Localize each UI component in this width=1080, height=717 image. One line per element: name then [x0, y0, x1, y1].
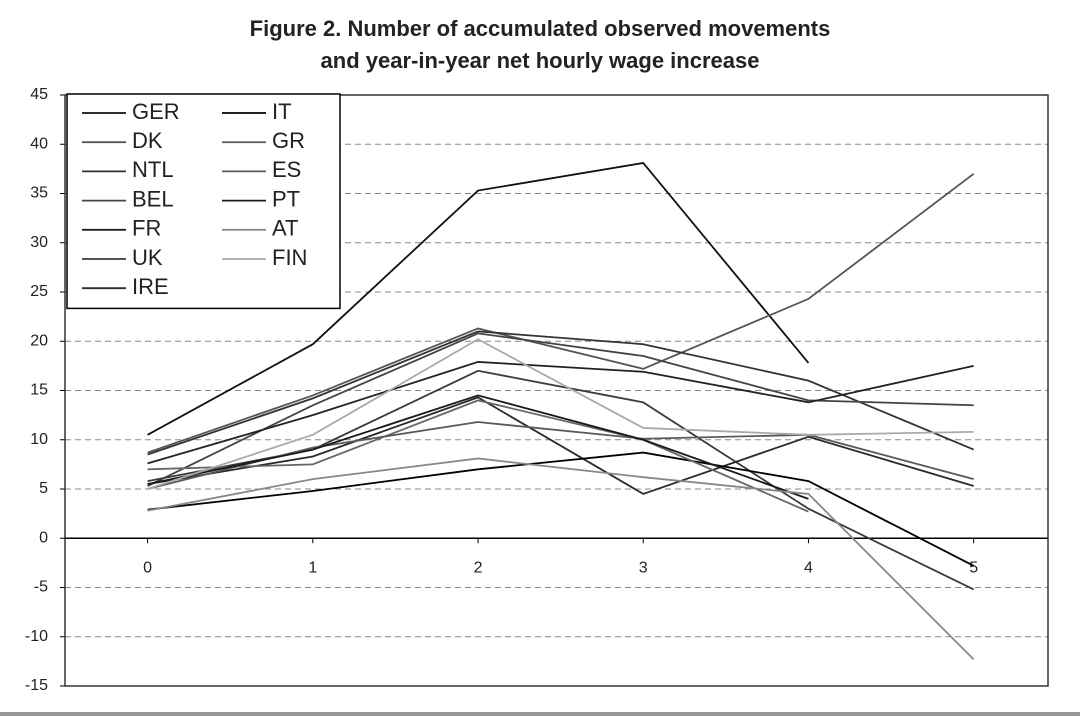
x-tick-label: 4	[804, 559, 813, 576]
y-tick-label: 40	[30, 135, 48, 152]
y-tick-label: 20	[30, 332, 48, 349]
y-tick-label: 25	[30, 283, 48, 300]
series-line	[147, 173, 975, 454]
series-line	[147, 394, 809, 500]
x-tick-label: 1	[308, 559, 317, 576]
y-tick-label: 15	[30, 382, 48, 399]
y-tick-label: 35	[30, 185, 48, 202]
legend-label: GER	[132, 99, 180, 124]
y-tick-label: 5	[39, 480, 48, 497]
legend-label: IRE	[132, 274, 169, 299]
y-tick-label: 45	[30, 86, 48, 103]
legend-label: UK	[132, 245, 163, 270]
y-tick-label: 30	[30, 234, 48, 251]
chart-title: Figure 2. Number of accumulated observed…	[250, 16, 831, 41]
y-tick-label: -5	[34, 579, 48, 596]
series-line	[147, 396, 974, 495]
legend-label: AT	[272, 216, 298, 241]
legend-label: GR	[272, 128, 305, 153]
series-line	[147, 330, 975, 456]
legend-label: NTL	[132, 157, 174, 182]
y-tick-label: 0	[39, 529, 48, 546]
series-line	[147, 361, 974, 465]
legend-label: FIN	[272, 245, 307, 270]
legend-label: PT	[272, 186, 300, 211]
legend-label: DK	[132, 128, 163, 153]
legend-label: FR	[132, 216, 161, 241]
series-line	[147, 338, 974, 490]
x-tick-label: 2	[474, 559, 483, 576]
series-line	[147, 161, 810, 436]
x-tick-label: 5	[969, 559, 978, 576]
chart-title: and year-in-year net hourly wage increas…	[321, 48, 760, 73]
y-tick-label: 10	[30, 431, 48, 448]
series-line	[147, 451, 975, 567]
x-tick-label: 3	[639, 559, 648, 576]
y-tick-label: -10	[25, 628, 48, 645]
legend-label: ES	[272, 157, 301, 182]
y-tick-label: -15	[25, 677, 48, 694]
legend-label: IT	[272, 99, 292, 124]
plot-border	[64, 94, 1049, 687]
series-line	[147, 457, 975, 661]
series-line	[147, 399, 809, 513]
legend-label: BEL	[132, 186, 174, 211]
series-line	[147, 332, 974, 487]
x-tick-label: 0	[143, 559, 152, 576]
